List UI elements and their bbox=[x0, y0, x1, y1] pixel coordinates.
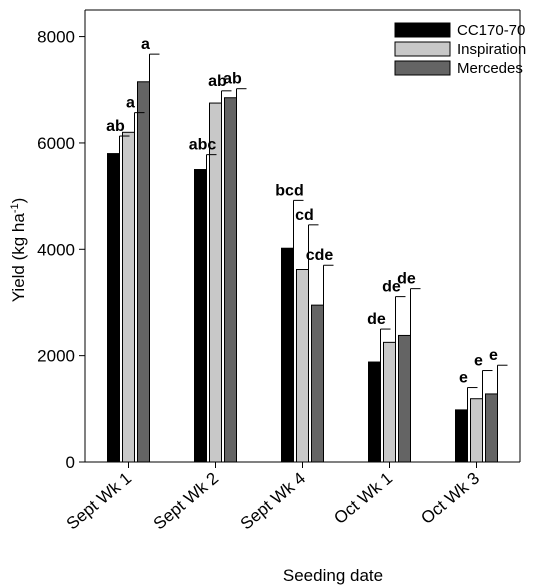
legend-label-1: CC170-70 bbox=[457, 22, 525, 39]
y-tick-label-2: 2000 bbox=[37, 347, 75, 366]
bar-5-1 bbox=[455, 409, 468, 463]
bar-4-2 bbox=[383, 341, 396, 463]
bar-4-1 bbox=[368, 361, 381, 463]
y-tick-label-1: 0 bbox=[66, 453, 75, 472]
y-axis-title-sup: -1 bbox=[9, 203, 21, 213]
bar-1-3 bbox=[137, 81, 150, 463]
sig-label-3-3: cde bbox=[306, 247, 334, 264]
bar-5-2 bbox=[470, 398, 483, 463]
legend-swatch-1 bbox=[394, 22, 451, 38]
bar-3-3 bbox=[311, 304, 324, 463]
y-axis-title-close: ) bbox=[9, 198, 28, 204]
sig-label-4-3: de bbox=[397, 271, 416, 288]
bar-1-1 bbox=[107, 153, 120, 463]
bar-4-3 bbox=[398, 334, 411, 463]
y-tick-label-5: 8000 bbox=[37, 28, 75, 47]
bar-5-3 bbox=[485, 393, 498, 463]
sig-label-3-1: bcd bbox=[275, 182, 303, 199]
legend-label-2: Inspiration bbox=[457, 41, 526, 58]
bar-2-1 bbox=[194, 169, 207, 463]
bar-2-3 bbox=[224, 97, 237, 463]
x-axis-title: Seeding date bbox=[283, 566, 383, 585]
sig-label-5-2: e bbox=[474, 353, 483, 370]
bar-2-2 bbox=[209, 102, 222, 463]
bar-1-2 bbox=[122, 131, 135, 463]
sig-label-4-2: de bbox=[382, 279, 401, 296]
sig-label-5-3: e bbox=[489, 347, 498, 364]
sig-label-4-1: de bbox=[367, 311, 386, 328]
sig-label-3-2: cd bbox=[295, 207, 314, 224]
sig-label-2-1: abc bbox=[189, 137, 217, 154]
sig-label-1-2: a bbox=[126, 95, 135, 112]
bars-layer bbox=[107, 81, 498, 463]
legend: CC170-70 Inspiration Mercedes bbox=[394, 22, 526, 77]
sig-label-5-1: e bbox=[459, 370, 468, 387]
sig-label-1-3: a bbox=[141, 36, 150, 53]
sig-label-1-1: ab bbox=[106, 118, 125, 135]
legend-swatch-2 bbox=[394, 41, 451, 57]
sig-label-2-3: ab bbox=[223, 71, 242, 88]
y-tick-label-3: 4000 bbox=[37, 240, 75, 259]
y-tick-label-4: 6000 bbox=[37, 134, 75, 153]
bar-3-1 bbox=[281, 247, 294, 463]
y-axis-title: Yield (kg ha-1) bbox=[9, 198, 28, 303]
sig-label-2-2: ab bbox=[208, 73, 227, 90]
legend-label-3: Mercedes bbox=[457, 60, 523, 77]
legend-swatch-3 bbox=[394, 60, 451, 76]
bar-3-2 bbox=[296, 269, 309, 463]
error-bars-layer bbox=[119, 53, 508, 410]
y-axis-title-main: Yield (kg ha bbox=[9, 213, 28, 303]
